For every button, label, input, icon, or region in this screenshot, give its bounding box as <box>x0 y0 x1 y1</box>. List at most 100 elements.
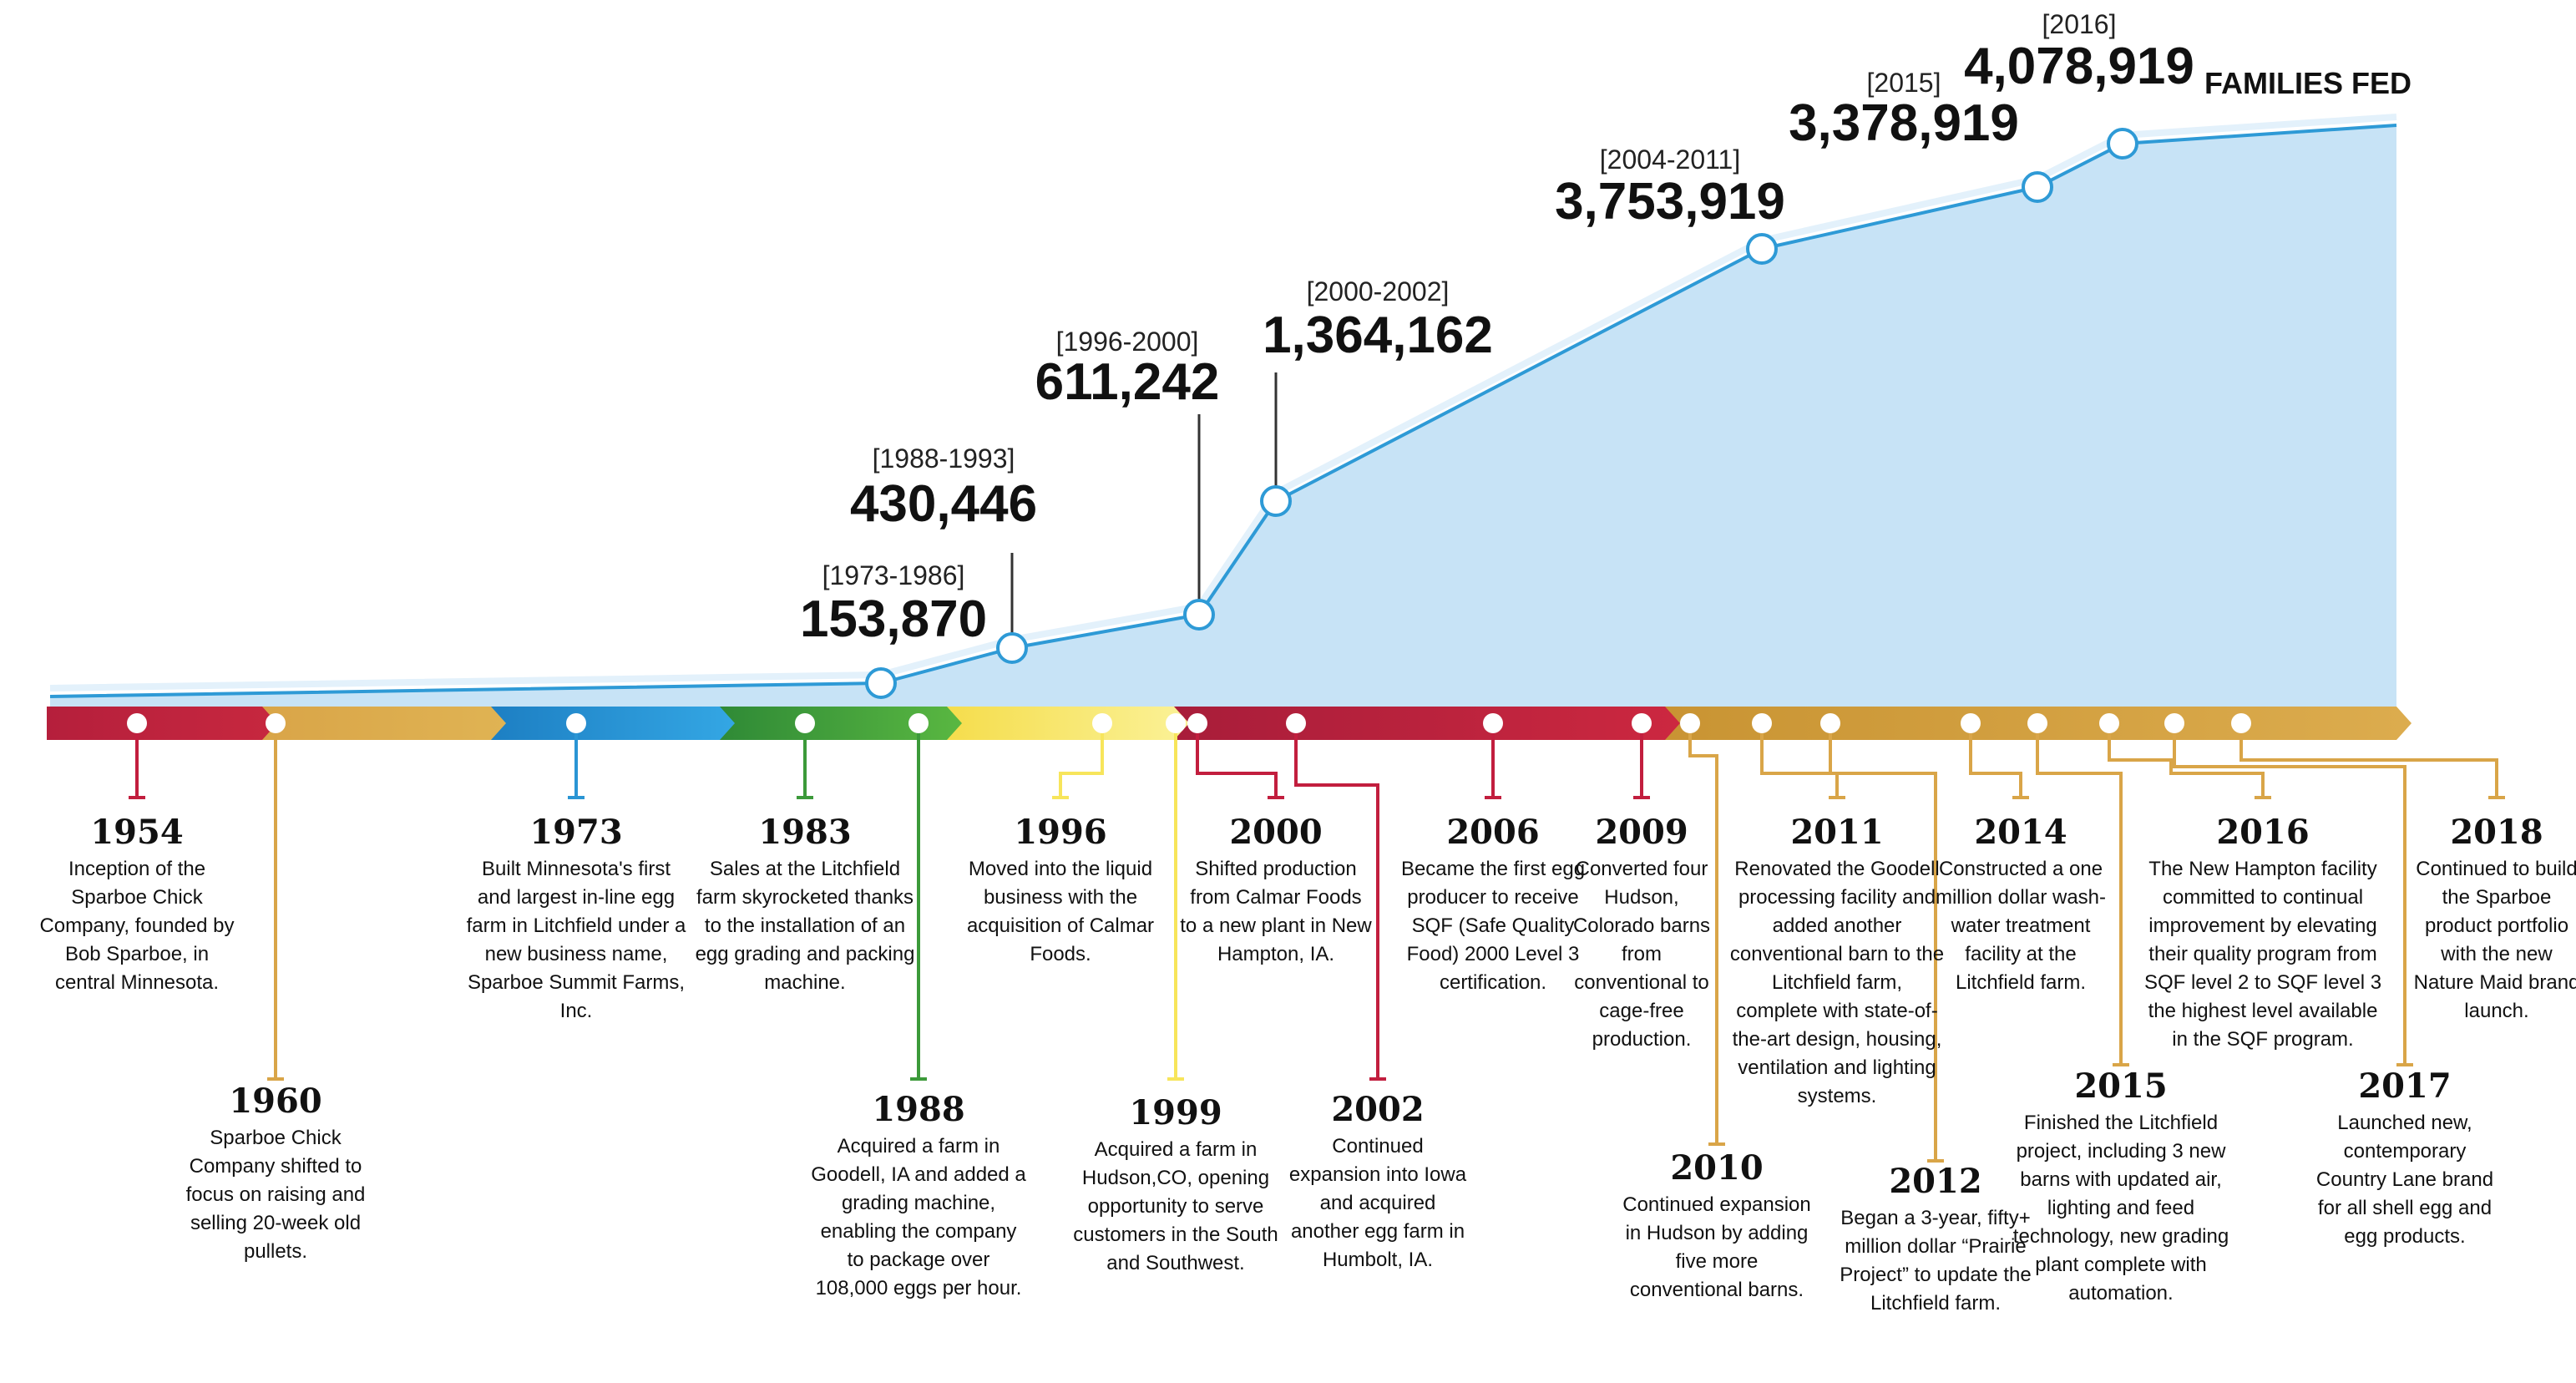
milestone-marker <box>2107 128 2138 160</box>
event-description: Moved into the liquid business with the … <box>966 858 1155 965</box>
event-2011: 2011 Renovated the Goodell processing fac… <box>1728 813 1946 1111</box>
event-2016: 2016 The New Hampton facility committed t… <box>2138 813 2388 1054</box>
timeline-segment <box>262 707 521 740</box>
event-year: 2002 <box>1331 1090 1425 1129</box>
event-year: 2012 <box>1889 1162 1982 1201</box>
milestone-value: 153,870 <box>800 590 987 648</box>
event-connector <box>2239 732 2498 798</box>
event-connector <box>1294 732 1379 1079</box>
event-description: Acquired a farm in Hudson,CO, opening op… <box>1073 1138 1278 1274</box>
milestone-value: 3,378,919 <box>1789 94 2019 152</box>
event-year: 2010 <box>1670 1148 1764 1188</box>
milestone-period: [1988-1993] <box>873 443 1015 474</box>
event-year: 1996 <box>1014 813 1107 852</box>
event-description: Continued expansion into Iowa and acquir… <box>1288 1135 1467 1271</box>
event-connector <box>1760 732 1839 798</box>
timeline-dot <box>1820 713 1840 733</box>
timeline-dot <box>1286 713 1306 733</box>
timeline-dot <box>266 713 286 733</box>
event-description: Began a 3-year, fifty+ million dollar “P… <box>1840 1207 2032 1315</box>
milestone-period: [1996-2000] <box>1056 327 1199 357</box>
event-1973: 1973 Built Minnesota's first and largest … <box>463 813 689 1026</box>
families-fed-label: FAMILIES FED <box>2204 66 2412 100</box>
event-1983: 1983 Sales at the Litchfield farm skyrock… <box>692 813 918 997</box>
event-year: 1973 <box>529 813 623 852</box>
event-2009: 2009 Converted four Hudson, Colorado barn… <box>1566 813 1717 1054</box>
milestone-marker <box>1183 599 1215 631</box>
milestone-period: [2000-2002] <box>1307 276 1450 306</box>
milestone-value: 1,364,162 <box>1263 306 1493 364</box>
timeline-segment <box>47 707 292 740</box>
event-description: Sparboe Chick Company shifted to focus o… <box>185 1127 366 1263</box>
event-year: 2011 <box>1790 813 1884 852</box>
timeline-dot <box>1187 713 1207 733</box>
event-year: 2009 <box>1595 813 1688 852</box>
event-year: 2014 <box>1974 813 2067 852</box>
event-2006: 2006 Became the first egg producer to rec… <box>1389 813 1597 997</box>
event-description: Inception of the Sparboe Chick Company, … <box>39 858 235 994</box>
event-description: Constructed a one million dollar wash-wa… <box>1935 858 2107 994</box>
event-description: Finished the Litchfield project, includi… <box>2012 1112 2229 1304</box>
event-2018: 2018 Continued to build the Sparboe produ… <box>2413 813 2576 1026</box>
event-year: 2016 <box>2216 813 2310 852</box>
event-year: 1960 <box>229 1082 322 1121</box>
event-description: Acquired a farm in Goodell, IA and added… <box>811 1135 1026 1299</box>
event-year: 2000 <box>1229 813 1323 852</box>
milestone-value: 430,446 <box>850 475 1037 533</box>
event-connector <box>1059 732 1104 798</box>
event-1960: 1960 Sparboe Chick Company shifted to foc… <box>171 1082 380 1266</box>
event-year: 2017 <box>2358 1066 2452 1106</box>
timeline-segment <box>720 707 977 740</box>
event-2002: 2002 Continued expansion into Iowa and ac… <box>1286 1091 1470 1274</box>
milestone-period: [2015] <box>1867 68 1941 98</box>
timeline-dot <box>1483 713 1503 733</box>
event-year: 1999 <box>1129 1093 1222 1132</box>
event-year: 1988 <box>872 1090 965 1129</box>
event-description: The New Hampton facility committed to co… <box>2143 858 2382 1051</box>
event-connector <box>1969 732 2022 798</box>
event-description: Shifted production from Calmar Foods to … <box>1180 858 1372 965</box>
event-year: 1983 <box>758 813 852 852</box>
event-1996: 1996 Moved into the liquid business with … <box>964 813 1156 969</box>
event-1999: 1999 Acquired a farm in Hudson,CO, openin… <box>1071 1094 1280 1278</box>
timeline-segment <box>1174 707 1695 740</box>
event-description: Became the first egg producer to receive… <box>1400 858 1586 994</box>
event-description: Sales at the Litchfield farm skyrocketed… <box>695 858 915 994</box>
event-2014: 2014 Constructed a one million dollar was… <box>1929 813 2113 997</box>
timeline-dot <box>2027 713 2047 733</box>
milestone-value: 3,753,919 <box>1555 173 1785 230</box>
timeline-dot <box>1752 713 1772 733</box>
timeline-dot <box>127 713 147 733</box>
event-connector <box>1829 732 1937 1161</box>
event-description: Continued to build the Sparboe product p… <box>2413 858 2576 1022</box>
milestone-marker <box>865 667 897 699</box>
event-connector <box>1688 732 1718 1144</box>
event-connector <box>2036 732 2123 1065</box>
timeline-dot <box>1680 713 1700 733</box>
event-2017: 2017 Launched new, contemporary Country L… <box>2309 1067 2501 1251</box>
event-1988: 1988 Acquired a farm in Goodell, IA and a… <box>810 1091 1027 1303</box>
milestone-period: [2004-2011] <box>1600 144 1740 175</box>
timeline-dot <box>1092 713 1112 733</box>
event-year: 2015 <box>2074 1066 2168 1106</box>
milestone-marker <box>1260 485 1292 517</box>
milestone-marker <box>1746 233 1778 265</box>
event-year: 1954 <box>90 813 184 852</box>
milestone-period: [1973-1986] <box>822 560 965 590</box>
milestone-marker <box>2022 171 2053 203</box>
event-description: Converted four Hudson, Colorado barns fr… <box>1572 858 1711 1051</box>
timeline-dot <box>795 713 815 733</box>
timeline-segment <box>491 707 750 740</box>
milestone-value: 4,078,919 <box>1964 38 2194 95</box>
timeline-dot <box>2099 713 2119 733</box>
timeline-dot <box>2164 713 2184 733</box>
timeline-dot <box>1961 713 1981 733</box>
timeline-segment <box>947 707 1204 740</box>
timeline-dot <box>1632 713 1652 733</box>
event-2010: 2010 Continued expansion in Hudson by add… <box>1621 1149 1813 1304</box>
milestone-value: 611,242 <box>1035 353 1220 411</box>
event-description: Renovated the Goodell processing facilit… <box>1729 858 1945 1107</box>
event-description: Continued expansion in Hudson by adding … <box>1622 1193 1811 1301</box>
event-2000: 2000 Shifted production from Calmar Foods… <box>1180 813 1372 969</box>
